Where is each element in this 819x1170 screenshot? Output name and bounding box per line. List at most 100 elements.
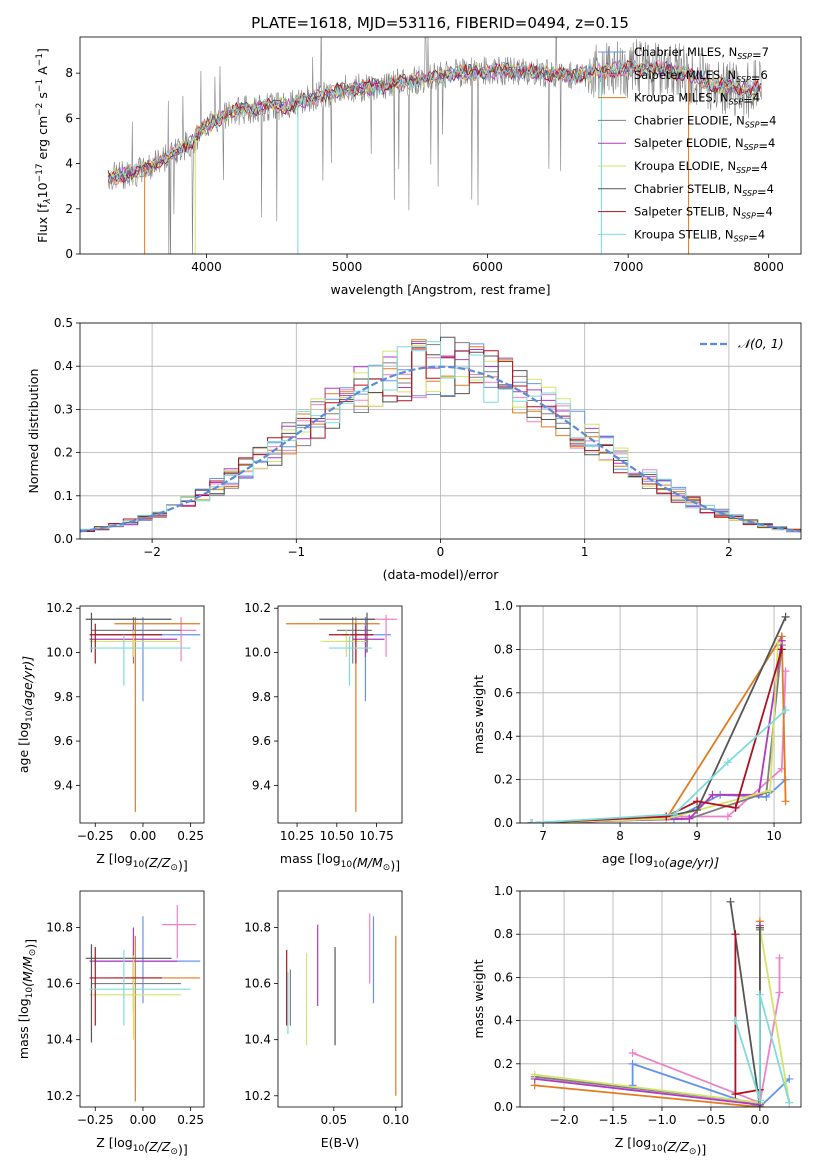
mass-weight-line <box>531 671 787 823</box>
model-spectrum-line <box>107 60 762 183</box>
y-axis-label-part: λ <box>43 198 53 204</box>
y-axis-label: Normed distribution <box>26 369 41 494</box>
mass-weight-line <box>534 929 761 1104</box>
plot-area <box>85 612 201 812</box>
y-tick-label: 10.8 <box>46 920 73 934</box>
mass-weight-marker <box>775 953 784 962</box>
plot-area <box>286 913 397 1096</box>
plot-area <box>107 37 762 254</box>
y-tick-label: 10.2 <box>244 1089 271 1103</box>
legend-equals: = <box>757 185 767 199</box>
label-part: log <box>634 851 653 866</box>
y-tick-label: 0.0 <box>494 1100 513 1114</box>
y-tick-label: 10.4 <box>46 1033 73 1047</box>
axes-frame <box>519 605 802 824</box>
x-tick-label: −2 <box>143 545 161 559</box>
legend-nssp-subscript: SSP <box>734 234 749 243</box>
legend-nssp-prefix: , N <box>726 182 742 196</box>
y-tick-label: 10.6 <box>46 977 73 991</box>
plot-area <box>530 897 794 1107</box>
legend-equals: = <box>756 208 766 222</box>
legend-nssp-value: 4 <box>765 205 772 219</box>
label-part: log <box>114 851 133 866</box>
label-part: (Z/Z <box>663 1139 690 1154</box>
label-subscript: 10 <box>25 710 35 722</box>
y-axis-label: mass [log10(M/M⊙)] <box>16 939 38 1059</box>
y-axis-label: mass weight <box>471 959 486 1038</box>
label-part: log <box>322 851 341 866</box>
plot-area <box>80 336 801 533</box>
legend-nssp-subscript: SSP <box>745 120 760 129</box>
mass-weight-marker <box>731 803 740 812</box>
label-subscript: 10 <box>25 987 35 999</box>
observed-spectrum-line <box>107 37 762 254</box>
label-part: (M/M <box>20 956 35 987</box>
mass-weight-line <box>729 901 761 1107</box>
mass-weight-line <box>631 1062 790 1107</box>
y-tick-label: 0.0 <box>54 532 73 546</box>
legend-nssp-prefix: , N <box>713 91 729 105</box>
label-subscript: 10 <box>133 860 145 870</box>
mass-weight-marker <box>785 1074 794 1083</box>
mass-weight-marker <box>628 1059 637 1068</box>
legend-entry: Chabrier MILES, NSSP=7 <box>634 45 769 62</box>
label-part: )] <box>390 858 400 873</box>
legend-nssp-value: 4 <box>769 113 776 127</box>
label-part: (age/yr)] <box>664 855 719 870</box>
y-tick-label: 9.6 <box>252 734 271 748</box>
label-part: (Z/Z <box>144 1139 171 1154</box>
label-part: log <box>16 998 31 1017</box>
legend-entry: Chabrier ELODIE, NSSP=4 <box>634 113 776 130</box>
label-subscript: ⊙ <box>28 949 38 957</box>
legend-nssp-prefix: , N <box>725 205 741 219</box>
mass-weight-marker <box>781 706 790 715</box>
legend-equals: = <box>743 94 753 108</box>
y-tick-label: 9.4 <box>252 778 271 792</box>
mass-weight-marker <box>755 923 764 932</box>
x-axis-label: Z [log10(Z/Z⊙)] <box>96 851 187 873</box>
label-part: )] <box>23 939 38 949</box>
legend-nssp-subscript: SSP <box>741 212 756 221</box>
legend-nssp-subscript: SSP <box>737 52 752 61</box>
x-tick-label: 5000 <box>332 260 363 274</box>
mass-weight-marker <box>723 758 732 767</box>
label-part: age [ <box>602 851 634 866</box>
legend-nssp-prefix: , N <box>720 68 736 82</box>
y-tick-label: 0.2 <box>54 446 73 460</box>
y-tick-label: 9.4 <box>54 778 73 792</box>
mass-weight-marker <box>785 1098 794 1107</box>
legend-series-name: Chabrier STELIB <box>634 182 726 196</box>
legend-nssp-value: 7 <box>762 45 769 59</box>
normal-reference-curve <box>80 365 801 533</box>
y-axis-label-part: ] <box>35 48 50 53</box>
x-axis-label: age [log10(age/yr)] <box>602 851 719 870</box>
x-tick-label: 10.50 <box>320 829 354 843</box>
residuals-histogram-panel: −2 −1 0 1 2 0.0 0.1 0.2 0.3 0.4 0.5 (data-model)/er… <box>26 316 802 582</box>
label-part: (M/M <box>352 855 383 870</box>
x-tick-label: −0.25 <box>77 1113 114 1127</box>
mass-weight-marker <box>685 814 694 823</box>
legend-equals: = <box>748 230 758 244</box>
axes-frame <box>519 890 802 1108</box>
y-tick-label: 0.4 <box>494 729 513 743</box>
mass-weight-marker <box>781 612 790 621</box>
y-axis-label-part: s <box>35 92 50 103</box>
mass-weight-marker <box>693 805 702 814</box>
axes-frame <box>79 890 205 1108</box>
legend-equals: = <box>760 116 770 130</box>
label-part: age [ <box>16 741 31 773</box>
label-part: (age/yr)] <box>20 656 35 711</box>
legend-nssp-subscript: SSP <box>742 189 757 198</box>
legend-entry: Chabrier STELIB, NSSP=4 <box>634 182 774 199</box>
axes-frame <box>79 605 205 824</box>
y-tick-label: 10.2 <box>46 1089 73 1103</box>
y-axis-label-part: −1 <box>35 79 45 92</box>
y-tick-label: 10.0 <box>244 646 271 660</box>
legend-entry: Kroupa STELIB, NSSP=4 <box>634 227 765 244</box>
y-axis-label-part: −1 <box>35 53 45 66</box>
mass-weight-marker <box>693 797 702 806</box>
label-part: mass [ <box>16 1017 31 1059</box>
y-tick-label: 0.3 <box>54 402 73 416</box>
label-part: Z [ <box>96 1135 113 1150</box>
legend-nssp-subscript: SSP <box>729 98 744 107</box>
